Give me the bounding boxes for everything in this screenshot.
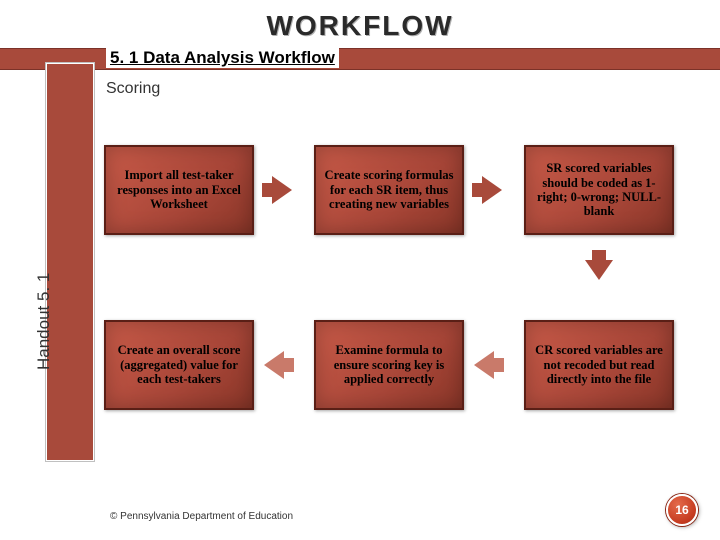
flow-node-n4: CR scored variables are not recoded but … <box>524 320 674 410</box>
page-number-badge: 16 <box>666 494 698 526</box>
flow-node-n2: Create scoring formulas for each SR item… <box>314 145 464 235</box>
flow-arrow-1 <box>482 176 502 204</box>
flow-arrow-0 <box>272 176 292 204</box>
flow-node-n3: SR scored variables should be coded as 1… <box>524 145 674 235</box>
sidebar-strip-inner <box>47 64 93 460</box>
flow-node-n6: Create an overall score (aggregated) val… <box>104 320 254 410</box>
footer-copyright: © Pennsylvania Department of Education <box>110 511 293 522</box>
flow-arrow-4 <box>264 351 284 379</box>
section-subtitle: 5. 1 Data Analysis Workflow <box>106 48 339 68</box>
flow-node-n5: Examine formula to ensure scoring key is… <box>314 320 464 410</box>
flow-diagram: Import all test-taker responses into an … <box>104 130 704 470</box>
sidebar-label: Handout 5. 1 <box>34 273 54 370</box>
scoring-label: Scoring <box>106 80 160 98</box>
flow-arrow-3 <box>474 351 494 379</box>
flow-node-n1: Import all test-taker responses into an … <box>104 145 254 235</box>
page-title: WORKFLOW <box>0 0 720 42</box>
flow-arrow-2 <box>585 260 613 280</box>
